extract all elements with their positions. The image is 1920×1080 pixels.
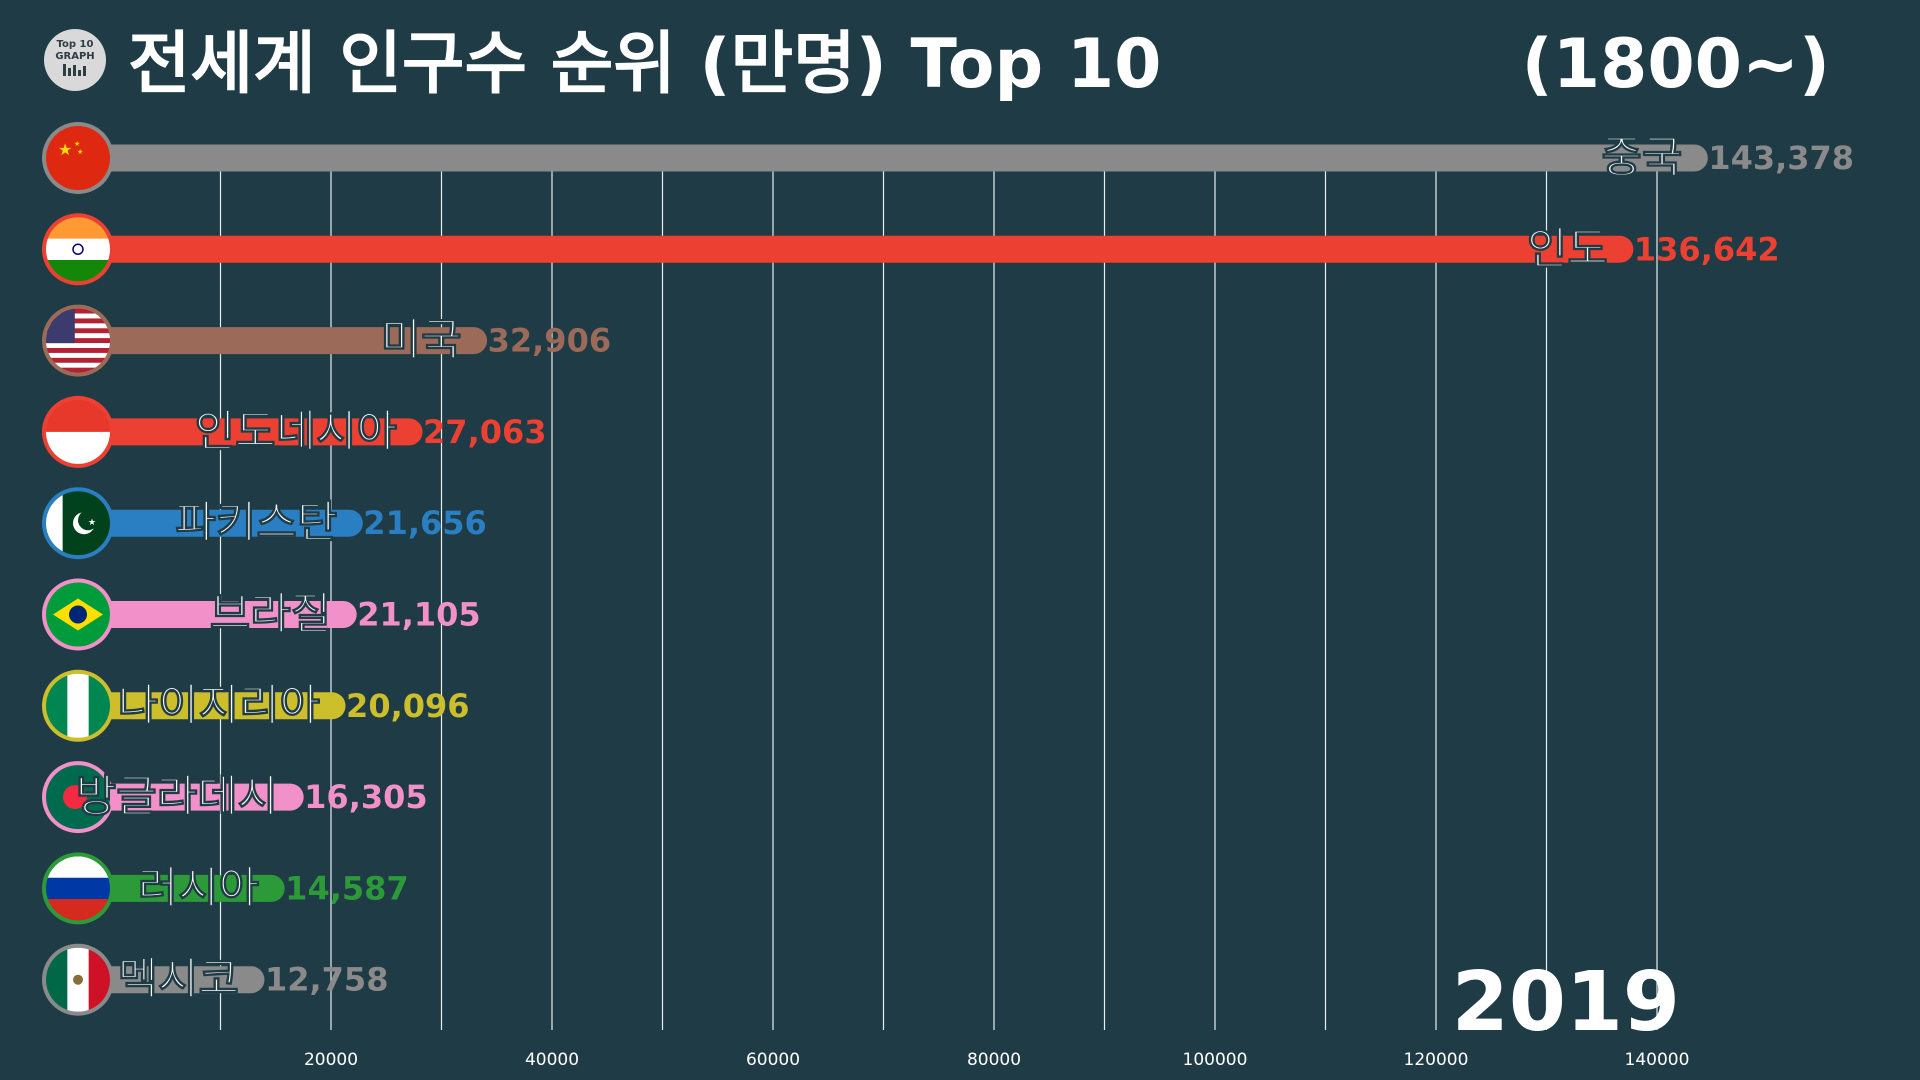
russia-flag-icon	[42, 852, 114, 925]
bar-group: 인도 136,642	[42, 213, 1780, 286]
bar-category-label: 러시아	[138, 862, 259, 913]
x-tick-label: 80000	[967, 1050, 1021, 1070]
bar-value-label: 21,656	[363, 504, 486, 542]
bar-category-label: 방글라데시	[76, 771, 278, 822]
logo: Top 10 GRAPH	[44, 29, 106, 91]
bar-value-label: 21,105	[357, 596, 480, 634]
period-label: (1800~)	[1522, 25, 1830, 104]
bar-group: 브라질 21,105	[42, 578, 481, 651]
x-axis-ticks: 20000 40000 60000 80000 100000 120000 140000	[304, 1050, 1690, 1070]
x-tick-label: 120000	[1404, 1050, 1469, 1070]
bar-value-label: 136,642	[1634, 230, 1780, 268]
brazil-flag-icon	[42, 578, 114, 651]
china-flag-icon: ★ ★★	[42, 122, 114, 194]
indonesia-flag-icon	[42, 395, 114, 468]
svg-text:★: ★	[88, 518, 96, 528]
svg-text:★: ★	[58, 140, 72, 159]
bar-category-label: 중국	[1601, 132, 1682, 183]
bar-value-label: 16,305	[304, 778, 427, 816]
bar-group: 방글라데시 16,305	[42, 761, 428, 834]
bar-category-label: 인도네시아	[195, 406, 397, 457]
bar-group: 나이지리아 20,096	[42, 669, 470, 742]
logo-line1: Top 10	[57, 39, 94, 50]
bar-category-label: 파키스탄	[175, 497, 337, 548]
x-tick-label: 20000	[304, 1050, 358, 1070]
grid-lines	[219, 170, 1658, 1030]
bar-value-label: 32,906	[488, 322, 611, 360]
x-tick-label: 140000	[1625, 1050, 1690, 1070]
bar-category-label: 나이지리아	[118, 680, 320, 731]
x-tick-label: 40000	[525, 1050, 579, 1070]
bar-value-label: 20,096	[346, 687, 469, 725]
bangladesh-flag-icon	[42, 761, 114, 834]
bar-value-label: 27,063	[423, 413, 546, 451]
bar-value-label: 14,587	[285, 869, 408, 907]
bar-group: 러시아 14,587	[42, 852, 409, 925]
logo-line2: GRAPH	[55, 51, 94, 62]
svg-text:★: ★	[77, 148, 83, 156]
bar-group: ★ 파키스탄 21,656	[42, 487, 487, 560]
nigeria-flag-icon	[42, 669, 114, 742]
bar-group: ★ ★★ 중국 143,378	[42, 122, 1854, 194]
bar-category-label: 브라질	[210, 589, 331, 640]
bar-category-label: 멕시코	[118, 954, 239, 1005]
pakistan-flag-icon: ★	[42, 487, 114, 560]
mexico-flag-icon	[42, 943, 114, 1016]
bar-category-label: 인도	[1527, 223, 1608, 274]
bar-value-label: 143,378	[1708, 139, 1854, 177]
bar-category-label: 미국	[381, 315, 462, 366]
bar-group: 미국 32,906	[42, 304, 611, 377]
x-tick-label: 60000	[746, 1050, 800, 1070]
x-tick-label: 100000	[1183, 1050, 1248, 1070]
svg-text:★: ★	[74, 140, 80, 148]
bar-group: 멕시코 12,758	[42, 943, 388, 1016]
chart-title: 전세계 인구수 순위 (만명) Top 10	[128, 25, 1162, 104]
bar-value-label: 12,758	[265, 961, 388, 999]
bar-group: 인도네시아 27,063	[42, 395, 547, 468]
india-flag-icon	[42, 213, 114, 286]
year-label: 2019	[1452, 955, 1680, 1050]
usa-flag-icon	[42, 304, 114, 377]
